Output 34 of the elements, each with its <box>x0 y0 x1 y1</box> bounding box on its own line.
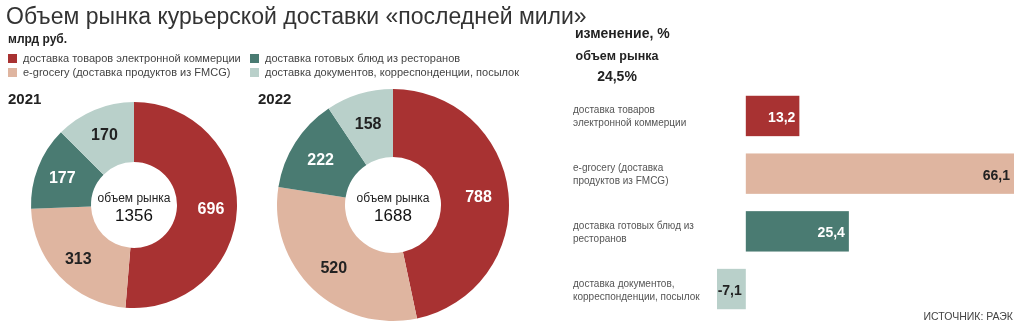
data-label: 222 <box>307 150 335 168</box>
data-label: 66,1 <box>982 166 1011 183</box>
data-label: 520 <box>320 259 348 277</box>
data-label: 170 <box>91 125 118 143</box>
bar <box>717 268 746 310</box>
text: объем рынка <box>575 49 660 63</box>
y-tick-label: e-grocery (доставка продуктов из FMCG) <box>573 162 669 187</box>
annotation: ИСТОЧНИК: РАЭК <box>923 310 1014 322</box>
y-tick-label: доставка товаров электронной коммерции <box>573 104 687 129</box>
data-label: -7,1 <box>717 282 743 299</box>
text: объем рынка <box>97 191 171 205</box>
text: 2021 <box>8 90 42 107</box>
data-label: 158 <box>354 114 382 132</box>
data-label: 25,4 <box>817 224 846 241</box>
bar <box>745 211 849 252</box>
y-tick-label: доставка готовых блюд из ресторанов <box>573 219 695 244</box>
text: 1688 <box>374 206 412 225</box>
legend-label: доставка документов, корреспонденции, посылок <box>265 66 520 78</box>
data-label: 788 <box>465 188 492 206</box>
bar <box>745 153 1014 194</box>
text: 1356 <box>115 206 153 225</box>
data-label: 177 <box>48 168 76 186</box>
y-tick-label: доставка документов, корреспонденции, посылок <box>573 277 701 302</box>
data-label: 696 <box>197 200 225 218</box>
legend-label: доставка товаров электронной коммерции <box>23 52 241 64</box>
chart-subtitle: млрд руб. <box>8 32 68 46</box>
bar <box>745 95 800 137</box>
legend-label: e-grocery (доставка продуктов из FMCG) <box>23 66 231 78</box>
text: 24,5% <box>597 68 638 84</box>
text: объем рынка <box>356 191 430 205</box>
legend-label: доставка готовых блюд из ресторанов <box>265 52 461 64</box>
data-label: 13,2 <box>768 108 796 125</box>
data-label: 313 <box>64 250 92 268</box>
text: 2022 <box>258 90 292 107</box>
